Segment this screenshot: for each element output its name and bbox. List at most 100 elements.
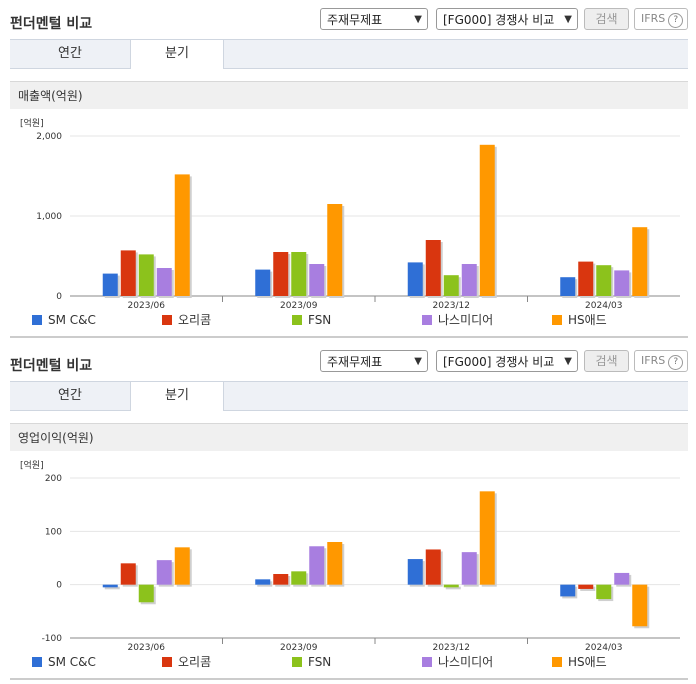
bar [156,560,172,585]
bar [309,264,325,296]
bar [407,262,423,296]
chevron-down-icon: ▼ [564,14,572,25]
bar [632,584,648,627]
legend-label: 나스미디어 [438,655,494,669]
panel-title: 펀더멘털 비교 [10,358,93,374]
legend-item[interactable]: SM C&C [32,312,96,328]
bar [255,269,271,296]
legend-item[interactable]: FSN [292,312,331,328]
bar [255,579,271,585]
ifrs-label: IFRS [641,12,666,25]
legend-item[interactable]: HS애드 [552,654,607,670]
unit-label: [억원] [20,459,44,471]
bar [138,584,154,603]
statement-type-select[interactable]: 주재무제표 ▼ [320,350,428,372]
ifrs-help-button[interactable]: IFRS? [634,350,688,372]
bar [407,559,423,585]
search-button[interactable]: 검색 [584,8,629,30]
bar [596,265,612,296]
legend-label: FSN [308,655,332,669]
x-tick-label: 2024/03 [585,643,622,653]
legend-label: HS애드 [568,655,607,669]
bar [273,252,289,296]
tab-quarterly[interactable]: 분기 [130,40,224,69]
x-tick-label: 2023/06 [128,643,166,653]
bar [102,584,118,588]
bar [291,252,307,296]
x-tick-label: 2024/03 [585,301,622,311]
legend-item[interactable]: 나스미디어 [422,654,493,670]
revenue-chart: [억원] 0 1,000 2,000 2023/06 2023/09 2023/12 2024… [20,117,680,311]
statement-type-value: 주재무제표 [327,355,383,369]
y-tick-label: -100 [42,634,63,644]
legend-swatch [422,657,432,667]
bar [443,584,459,588]
panel-divider [10,336,688,338]
bar [291,571,307,585]
legend-label: HS애드 [568,313,607,327]
chevron-down-icon: ▼ [414,14,422,25]
legend-swatch [32,657,42,667]
section-title: 영업이익(억원) [10,423,688,451]
operating-profit-chart: [억원] -100 0 100 200 2023/06 2023/09 2023/12 2024… [20,459,680,653]
ifrs-help-button[interactable]: IFRS? [634,8,688,30]
chart-legend: SM C&C 오리콤 FSN 나스미디어 HS애드 [32,312,682,328]
tab-annual[interactable]: 연간 [58,388,82,403]
x-tick-label: 2023/09 [280,301,318,311]
fundamental-panel-revenue: 펀더멘털 비교 주재무제표 ▼ [FG000] 경쟁사 비교 ▼ 검색 IFRS? … [0,0,696,340]
peer-group-select[interactable]: [FG000] 경쟁사 비교 ▼ [436,8,578,30]
tab-quarterly[interactable]: 분기 [130,382,224,411]
bar [578,261,594,296]
bar [596,584,612,600]
legend-item[interactable]: HS애드 [552,312,607,328]
search-button[interactable]: 검색 [584,350,629,372]
bar [461,264,477,296]
peer-group-select[interactable]: [FG000] 경쟁사 비교 ▼ [436,350,578,372]
bar [614,270,630,296]
y-tick-label: 100 [45,527,62,537]
legend-label: FSN [308,313,332,327]
x-tick-label: 2023/06 [128,301,166,311]
x-tick-label: 2023/12 [433,301,470,311]
legend-item[interactable]: SM C&C [32,654,96,670]
bar [614,572,630,585]
legend-swatch [552,657,562,667]
question-icon: ? [668,355,684,370]
statement-type-select[interactable]: 주재무제표 ▼ [320,8,428,30]
bar [102,273,118,296]
legend-swatch [162,657,172,667]
fundamental-panel-operating-profit: 펀더멘털 비교 주재무제표 ▼ [FG000] 경쟁사 비교 ▼ 검색 IFRS? … [0,342,696,684]
y-tick-label: 200 [45,474,62,484]
legend-item[interactable]: FSN [292,654,331,670]
legend-label: SM C&C [48,655,96,669]
bar [632,227,648,296]
x-tick-label: 2023/12 [433,643,470,653]
period-tabs: 연간 분기 [10,39,688,69]
y-tick-label: 1,000 [36,212,62,222]
question-icon: ? [668,13,684,28]
bar [327,204,343,296]
chevron-down-icon: ▼ [414,356,422,367]
legend-label: SM C&C [48,313,96,327]
chart-legend: SM C&C 오리콤 FSN 나스미디어 HS애드 [32,654,682,670]
bar [327,542,343,585]
bar [461,552,477,585]
bar [560,584,576,597]
bar [138,254,154,296]
legend-item[interactable]: 오리콤 [162,654,211,670]
bar [120,250,136,296]
legend-swatch [162,315,172,325]
bar [479,144,495,296]
panel-divider [10,678,688,680]
peer-group-value: [FG000] 경쟁사 비교 [443,13,555,27]
chevron-down-icon: ▼ [564,356,572,367]
legend-item[interactable]: 나스미디어 [422,312,493,328]
bar [560,277,576,296]
bar [479,491,495,585]
legend-label: 나스미디어 [438,313,494,327]
ifrs-label: IFRS [641,354,666,367]
legend-swatch [422,315,432,325]
peer-group-value: [FG000] 경쟁사 비교 [443,355,555,369]
tab-annual[interactable]: 연간 [58,46,82,61]
legend-item[interactable]: 오리콤 [162,312,211,328]
